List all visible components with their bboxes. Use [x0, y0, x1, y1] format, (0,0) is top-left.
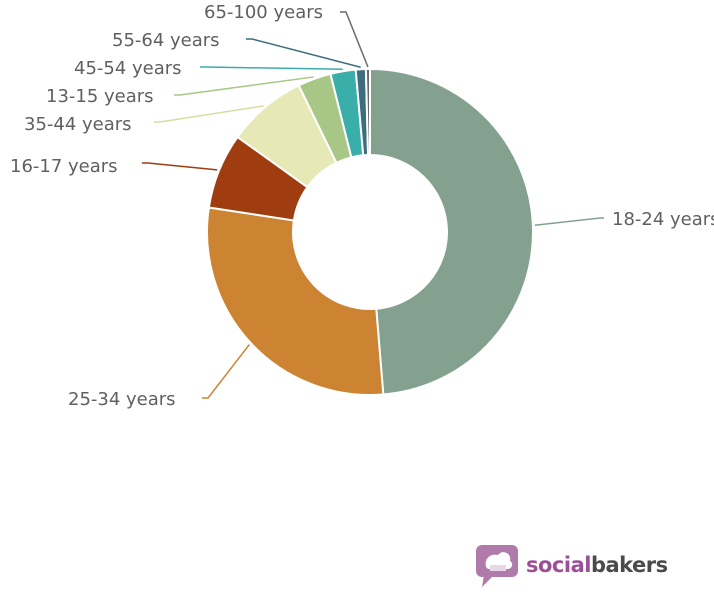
slice-label-25-34-years: 25-34 years: [68, 389, 176, 410]
leader-line-13-15-years: [174, 76, 314, 96]
slice-label-55-64-years: 55-64 years: [112, 30, 220, 51]
slice-label-65-100-years: 65-100 years: [204, 2, 323, 23]
leader-lines-layer: [142, 11, 604, 399]
leader-line-18-24-years: [534, 217, 604, 227]
leader-line-65-100-years: [340, 11, 369, 68]
slice-18-24-years: [369, 67, 534, 396]
slice-label-35-44-years: 35-44 years: [24, 114, 132, 135]
chat-cake-icon: [476, 545, 518, 587]
brand-name-part2: bakers: [590, 553, 668, 577]
brand-name: socialbakers: [526, 553, 668, 577]
leader-line-55-64-years: [246, 38, 361, 68]
slice-label-45-54-years: 45-54 years: [74, 58, 182, 79]
labels-layer: 18-24 years 25-34 years 16-17 years 35-44 y…: [10, 2, 714, 410]
slice-label-16-17-years: 16-17 years: [10, 156, 118, 177]
leader-line-25-34-years: [202, 344, 250, 399]
slice-25-34-years: [206, 206, 385, 396]
slice-label-18-24-years: 18-24 years: [612, 209, 714, 230]
leader-line-16-17-years: [142, 162, 218, 171]
leader-line-45-54-years: [200, 66, 343, 71]
slices-layer: [206, 67, 534, 396]
brand-name-part1: social: [526, 553, 591, 577]
brand-logo: socialbakers: [474, 540, 668, 590]
leader-line-35-44-years: [154, 105, 264, 123]
slice-65-100-years: [364, 67, 371, 157]
slice-label-13-15-years: 13-15 years: [46, 86, 154, 107]
